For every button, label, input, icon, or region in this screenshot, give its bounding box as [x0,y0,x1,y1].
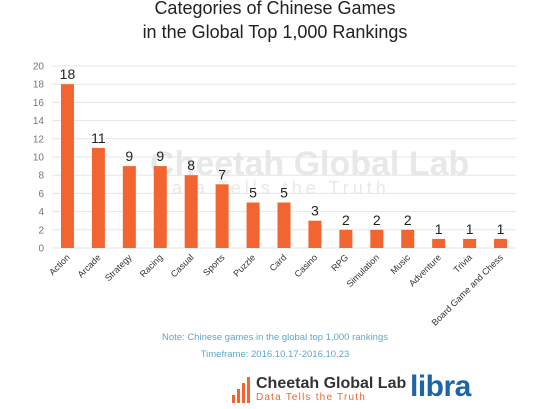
x-tick-label: Music [388,252,412,276]
x-tick-label: Action [47,252,72,277]
chart-title-line1: Categories of Chinese Games [154,0,396,18]
data-label: 2 [342,212,350,228]
x-tick-label: Sports [201,252,227,278]
y-tick-label: 2 [38,225,44,236]
x-tick-label: Racing [138,252,165,279]
data-label: 1 [466,221,474,237]
bar [246,202,260,248]
x-tick-label: Casino [292,252,319,279]
y-tick-label: 4 [38,207,44,218]
bar [339,229,353,248]
data-label: 5 [249,185,257,201]
y-tick-label: 8 [38,171,44,182]
data-label: 7 [218,166,226,182]
bar [122,166,136,248]
bar [184,175,198,248]
x-tick-label: Casual [169,252,196,279]
data-label: 1 [497,221,505,237]
y-tick-label: 0 [38,244,44,255]
bar [60,84,74,248]
data-label: 2 [373,212,381,228]
y-tick-label: 10 [33,153,45,164]
x-tick-label: Card [268,252,289,273]
footer-brand-logo: Cheetah Global Lab Data Tells the Truth [232,376,406,404]
y-tick-label: 16 [33,98,45,109]
watermark-brand: Cheetah Global Lab [150,145,470,183]
bar [370,229,384,248]
data-label: 8 [187,157,195,173]
y-tick-label: 12 [33,134,45,145]
data-label: 5 [280,185,288,201]
y-tick-label: 6 [38,189,44,200]
y-tick-label: 14 [33,116,45,127]
x-tick-label: Arcade [76,252,103,279]
bar [432,238,446,248]
x-tick-label: Adventure [407,252,443,288]
data-label: 3 [311,203,319,219]
bar [463,238,477,248]
x-tick-label: RPG [329,252,350,273]
bar [494,238,508,248]
bar [91,147,105,248]
data-label: 9 [125,148,133,164]
data-label: 1 [435,221,443,237]
chart-title-line2: in the Global Top 1,000 Rankings [142,22,408,42]
x-tick-label: Strategy [103,252,134,283]
x-tick-label: Simulation [344,252,381,289]
bar [401,229,415,248]
note-text: Note: Chinese games in the global top 1,… [161,332,389,343]
x-tick-label: Puzzle [231,252,257,278]
timeframe-text: Timeframe: 2016.10.17-2016.10.23 [200,349,350,360]
x-tick-label: Trivia [452,252,474,274]
data-label: 9 [156,148,164,164]
brand-bars-icon [232,377,250,403]
data-label: 18 [60,66,76,82]
bar [277,202,291,248]
bar [153,166,167,248]
bar [215,184,229,248]
footer-brand-tagline: Data Tells the Truth [256,392,366,403]
data-label: 2 [404,212,412,228]
bar [308,220,322,248]
data-label: 11 [91,130,106,146]
footer-brand-name: Cheetah Global Lab [256,375,407,392]
y-tick-label: 18 [33,80,45,91]
partner-logo: libra [410,370,471,403]
y-tick-label: 20 [33,62,45,73]
